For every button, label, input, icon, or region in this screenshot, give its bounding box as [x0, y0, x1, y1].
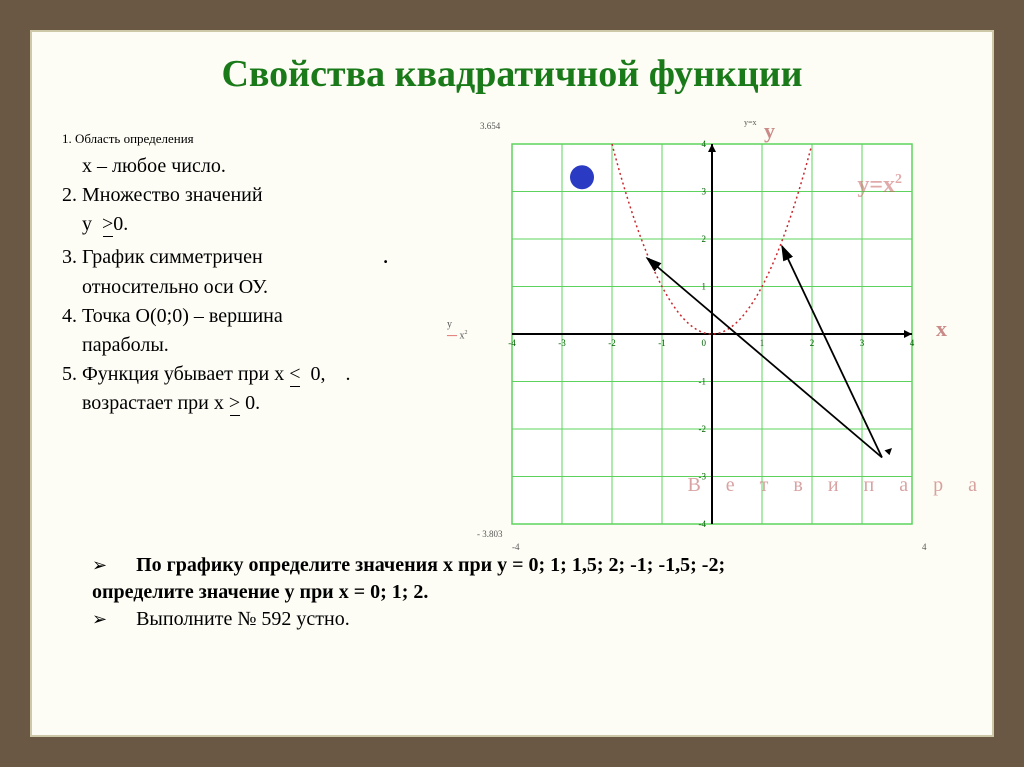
prop-3-line1: 3. График симметричен.	[62, 240, 482, 272]
tiny-top: 3.654	[480, 121, 500, 131]
footer-line3: Выполните № 592 устно.	[92, 606, 932, 633]
curve-label: y=x2	[857, 172, 902, 199]
footer-block: По графику определите значения х при у =…	[32, 544, 992, 633]
prop-1-line2: х – любое число.	[62, 153, 482, 180]
yx-top-tiny: y=x	[744, 118, 757, 127]
svg-text:1: 1	[702, 282, 707, 292]
prop-4-line2: параболы.	[62, 332, 482, 359]
svg-text:-2: -2	[608, 338, 616, 348]
svg-text:4: 4	[702, 139, 707, 149]
prop-1-line1: 1. Область определения	[62, 124, 482, 151]
svg-text:1: 1	[760, 338, 765, 348]
prop-5-line1: 5. Функция убывает при х < 0, .	[62, 361, 482, 388]
prop-3-line2: относительно оси ОУ.	[62, 274, 482, 301]
prop-5-line2: возрастает при х > 0.	[62, 390, 482, 417]
footer-line2: определите значение у при х = 0; 1; 2.	[92, 579, 932, 606]
prop-2-line1: 2. Множество значений	[62, 182, 482, 209]
tiny-bl: -4	[512, 542, 520, 552]
svg-text:2: 2	[810, 338, 815, 348]
y-axis-label: у	[764, 118, 775, 144]
chart-area: y=x 3.654 - 3.803 -4 4 y — x2 -4-3-2-112…	[492, 124, 962, 544]
prop-2-line2: y >0.	[62, 211, 482, 238]
prop-4-line1: 4. Точка О(0;0) – вершина	[62, 303, 482, 330]
svg-text:4: 4	[910, 338, 915, 348]
svg-text:3: 3	[702, 187, 707, 197]
formula-y: y	[447, 319, 452, 330]
x-axis-label: х	[936, 316, 947, 342]
svg-text:0: 0	[702, 338, 707, 348]
slide-title: Свойства квадратичной функции	[32, 52, 992, 96]
formula-tiny: y — x2	[447, 319, 468, 341]
properties-list: 1. Область определения х – любое число. …	[62, 124, 482, 544]
slide: Свойства квадратичной функции 1. Область…	[30, 30, 994, 737]
svg-text:-4: -4	[508, 338, 516, 348]
tiny-bot: - 3.803	[477, 529, 503, 539]
svg-text:-2: -2	[699, 424, 707, 434]
svg-text:-4: -4	[699, 519, 707, 529]
branches-label: В е т в и п а р а	[687, 474, 987, 497]
svg-text:-1: -1	[658, 338, 666, 348]
tiny-br: 4	[922, 542, 927, 552]
footer-line1: По графику определите значения х при у =…	[92, 552, 932, 579]
chart-wrapper: y=x 3.654 - 3.803 -4 4 y — x2 -4-3-2-112…	[492, 124, 932, 544]
svg-text:-1: -1	[699, 377, 707, 387]
svg-text:3: 3	[860, 338, 865, 348]
formula-x2: —	[447, 330, 457, 341]
svg-text:2: 2	[702, 234, 707, 244]
content-row: 1. Область определения х – любое число. …	[32, 124, 992, 544]
svg-text:-3: -3	[558, 338, 566, 348]
